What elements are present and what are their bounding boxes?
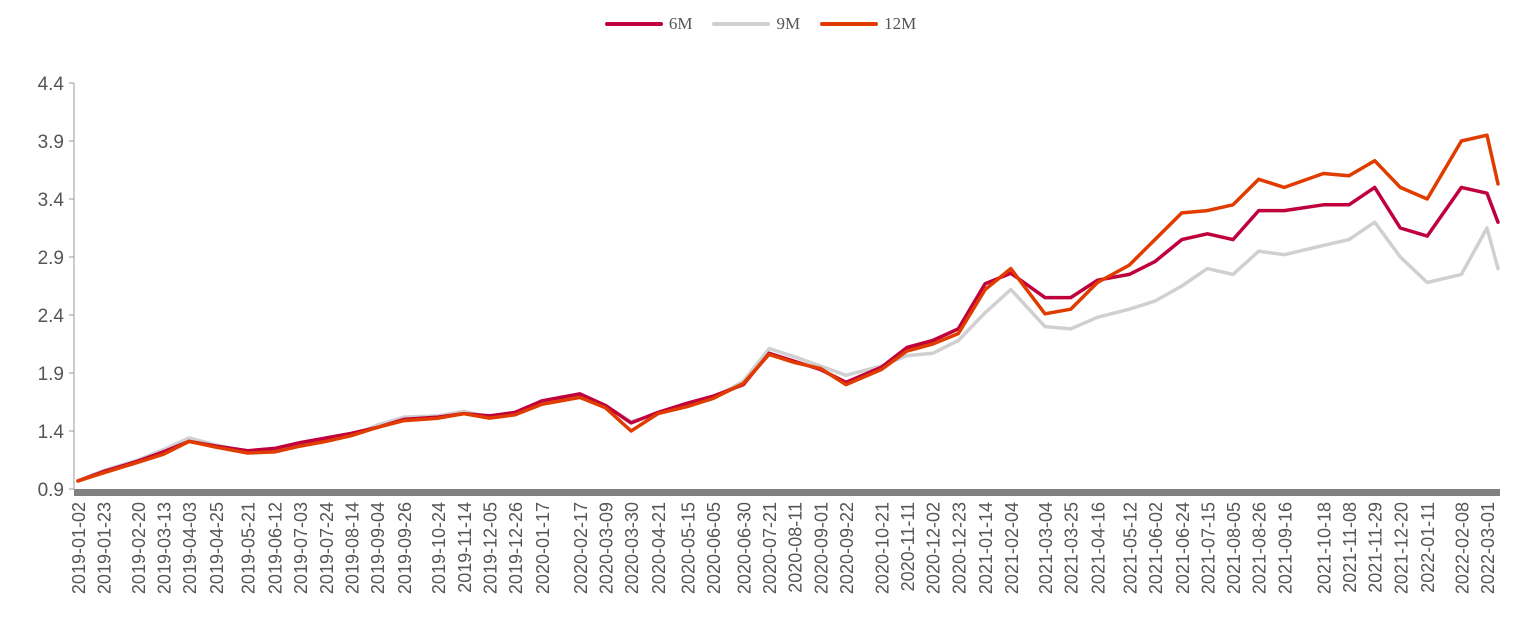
legend-label-6m: 6M xyxy=(668,14,693,33)
x-tick-label: 2021-03-25 xyxy=(1062,502,1082,594)
x-tick-label: 2020-10-21 xyxy=(872,502,892,594)
x-tick-label: 2021-11-08 xyxy=(1340,502,1360,593)
legend-swatch-9m xyxy=(712,22,771,26)
y-tick-label: 3.9 xyxy=(38,132,64,153)
x-tick-label: 2021-08-05 xyxy=(1224,502,1244,594)
x-tick-label: 2020-09-01 xyxy=(811,502,831,594)
y-tick-label: 2.4 xyxy=(38,306,65,327)
x-tick-label: 2019-09-26 xyxy=(395,502,415,594)
x-tick-label: 2021-05-12 xyxy=(1120,502,1140,594)
x-tick-label: 2019-09-04 xyxy=(368,502,388,594)
x-axis-bar xyxy=(74,489,1500,496)
x-tick-label: 2020-03-09 xyxy=(597,502,617,594)
x-tick-label: 2021-07-15 xyxy=(1198,502,1218,594)
x-tick-label: 2021-09-16 xyxy=(1275,502,1295,594)
y-tick-label: 1.4 xyxy=(38,422,65,443)
x-tick-label: 2019-07-24 xyxy=(317,502,337,594)
legend-label-12m: 12M xyxy=(884,14,917,33)
x-tick-label: 2019-12-05 xyxy=(481,502,501,594)
x-tick-label: 2021-08-26 xyxy=(1250,502,1270,594)
x-tick-label: 2020-09-22 xyxy=(837,502,857,594)
x-tick-label: 2020-06-05 xyxy=(704,502,724,594)
x-tick-label: 2021-04-16 xyxy=(1089,502,1109,594)
y-tick-label: 2.9 xyxy=(38,248,64,269)
y-tick-label: 0.9 xyxy=(38,480,64,501)
x-tick-label: 2020-03-30 xyxy=(622,502,642,594)
legend-swatch-12m xyxy=(820,22,879,26)
x-tick-label: 2021-10-18 xyxy=(1314,502,1334,594)
x-tick-label: 2021-01-14 xyxy=(976,502,996,594)
x-tick-label: 2019-06-12 xyxy=(266,502,286,594)
series-line-12m xyxy=(76,133,1500,483)
x-tick-label: 2020-12-02 xyxy=(924,502,944,594)
x-tick-label: 2021-06-24 xyxy=(1173,502,1193,594)
x-tick-label: 2021-02-04 xyxy=(1002,502,1022,594)
y-tick-label: 3.4 xyxy=(38,190,65,211)
legend: 6M 9M 12M xyxy=(0,14,1521,34)
x-tick-label: 2020-01-17 xyxy=(533,502,553,594)
x-tick-label: 2019-01-02 xyxy=(69,502,89,594)
y-tick-label: 1.9 xyxy=(38,364,64,385)
x-tick-label: 2019-08-14 xyxy=(343,502,363,594)
series-line-9m xyxy=(76,220,1500,483)
x-tick-label: 2020-11-11 xyxy=(898,502,918,591)
x-tick-label: 2022-03-01 xyxy=(1478,502,1498,594)
series-line-6m xyxy=(76,185,1500,483)
x-tick-label: 2019-03-13 xyxy=(155,502,175,594)
x-tick-label: 2019-10-24 xyxy=(429,502,449,594)
legend-item-12m: 12M xyxy=(820,14,916,34)
x-tick-label: 2021-03-04 xyxy=(1036,502,1056,594)
legend-swatch-6m xyxy=(604,22,663,26)
x-tick-label: 2019-05-21 xyxy=(239,502,259,594)
x-tick-label: 2020-12-23 xyxy=(949,502,969,594)
x-tick-label: 2019-04-03 xyxy=(180,502,200,594)
legend-item-9m: 9M xyxy=(712,14,800,34)
x-tick-label: 2019-07-03 xyxy=(291,502,311,594)
x-tick-label: 2022-02-08 xyxy=(1452,502,1472,594)
x-tick-label: 2019-12-26 xyxy=(506,502,526,594)
x-tick-label: 2022-01-11 xyxy=(1418,502,1438,593)
x-tick-label: 2019-11-14 xyxy=(455,502,475,593)
x-tick-label: 2021-11-29 xyxy=(1366,502,1386,593)
x-tick-label: 2019-04-25 xyxy=(207,502,227,594)
x-tick-label: 2020-02-17 xyxy=(571,502,591,594)
x-tick-label: 2019-01-23 xyxy=(95,502,115,594)
x-tick-label: 2021-12-20 xyxy=(1391,502,1411,594)
x-tick-label: 2019-02-20 xyxy=(129,502,149,594)
x-tick-label: 2020-07-21 xyxy=(760,502,780,594)
y-tick-label: 4.4 xyxy=(38,74,65,95)
x-tick-label: 2020-04-21 xyxy=(649,502,669,594)
x-tick-label: 2020-05-15 xyxy=(678,502,698,594)
legend-item-6m: 6M xyxy=(604,14,693,34)
x-tick-label: 2020-06-30 xyxy=(734,502,754,594)
legend-label-9m: 9M xyxy=(776,14,801,33)
x-tick-label: 2020-08-11 xyxy=(786,502,806,593)
x-tick-label: 2021-06-02 xyxy=(1146,502,1166,594)
